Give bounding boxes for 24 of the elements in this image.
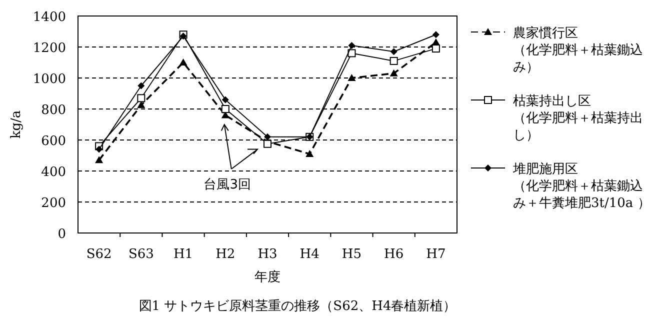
x-tick-label: H3	[258, 247, 278, 262]
legend-label: 枯葉持出し区（化学肥料＋枯葉持出し）	[513, 94, 643, 143]
x-tick-label: H5	[342, 247, 362, 262]
x-tick-label: H6	[384, 247, 404, 262]
legend-label: 農家慣行区（化学肥料＋枯葉鋤込み）	[513, 25, 643, 75]
y-axis-title: kg/a	[9, 110, 24, 139]
legend-label: 堆肥施用区（化学肥料＋枯葉鋤込み＋牛糞堆肥3t/10a ）	[512, 162, 650, 211]
y-tick-label: 400	[41, 165, 66, 180]
x-tick-label: H7	[426, 247, 446, 262]
x-tick-label: S63	[128, 247, 154, 262]
y-tick-label: 800	[41, 103, 66, 118]
y-tick-label: 200	[41, 196, 66, 211]
annotation: 台風3回	[204, 178, 252, 192]
y-tick-label: 0	[58, 227, 66, 242]
y-tick-label: 1000	[32, 72, 66, 87]
text: 図1 サトウキビ原料茎重の推移（S62、H4春植新植）	[138, 299, 456, 314]
y-tick-label: 1200	[32, 41, 66, 56]
x-axis-title: 年度	[254, 269, 280, 285]
y-tick-label: 600	[41, 134, 66, 149]
x-tick-label: H4	[300, 247, 320, 262]
y-tick-label: 1400	[32, 10, 66, 25]
x-tick-label: S62	[86, 247, 112, 262]
x-tick-label: H1	[173, 247, 194, 262]
x-tick-label: H2	[216, 247, 236, 262]
